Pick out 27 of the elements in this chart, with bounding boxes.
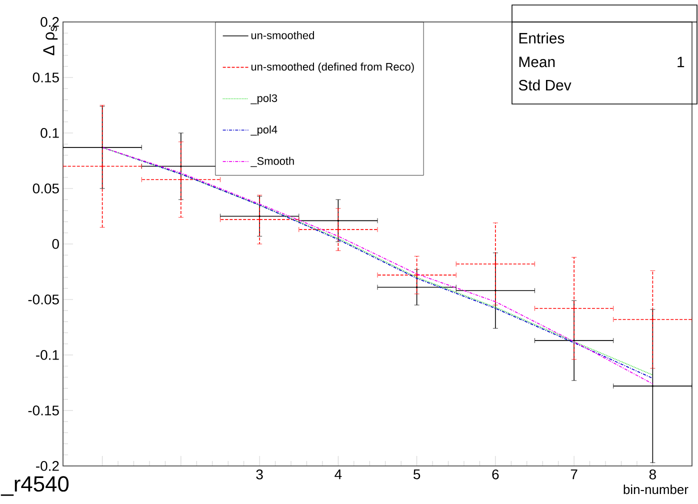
- legend-label: _pol3: [250, 94, 278, 104]
- y-axis-title: Δ ρ$_{s}$: [43, 26, 58, 56]
- x-tick-label: 7: [570, 470, 578, 480]
- x-tick-label: 3: [256, 469, 263, 480]
- text: _r4540: [0, 476, 69, 496]
- annotation: Std Dev: [518, 80, 572, 90]
- x-tick-label: 4: [334, 470, 342, 480]
- y-tick-label: 0.1: [40, 128, 59, 138]
- x-tick-label: 8: [649, 469, 656, 480]
- legend-label: _Smooth: [250, 156, 294, 167]
- x-axis-title: bin-number: [624, 484, 688, 494]
- x-tick-label: 5: [414, 470, 420, 480]
- annotation: Mean: [519, 56, 555, 68]
- y-tick-label: -0.1: [36, 350, 59, 360]
- legend-label: un-smoothed: [251, 31, 314, 40]
- y-tick-label: 0.2: [40, 17, 59, 27]
- y-tick-label: -0.2: [36, 461, 59, 471]
- y-tick-label: -0.05: [28, 294, 59, 304]
- legend-label: un-smoothed (defined from Reco): [251, 62, 414, 73]
- annotation: Entries: [519, 32, 564, 44]
- legend-label: _pol4: [250, 125, 278, 136]
- y-tick-label: -0.15: [28, 406, 59, 416]
- annotation: 1: [678, 56, 684, 68]
- y-tick-label: 0.05: [32, 184, 59, 194]
- x-tick-label: 6: [492, 469, 499, 480]
- y-tick-label: 0: [52, 239, 59, 249]
- y-tick-label: 0.15: [32, 72, 59, 82]
